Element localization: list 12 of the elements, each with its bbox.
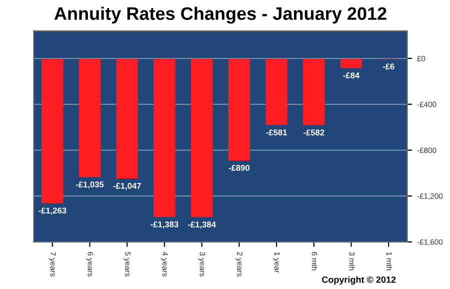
data-label: -£1,384 xyxy=(188,222,216,229)
text: Copyright © 2012 xyxy=(322,276,396,285)
data-label: -£1,047 xyxy=(113,182,141,190)
data-label: -£890 xyxy=(228,164,250,171)
data-label: -£1,263 xyxy=(38,208,66,215)
data-label: -£1,383 xyxy=(150,221,178,229)
data-label: -£1,035 xyxy=(76,182,104,189)
data-label: -£582 xyxy=(304,130,324,136)
data-label: -£581 xyxy=(266,129,287,136)
data-label: -£84 xyxy=(343,72,360,78)
chart-title: Annuity Rates Changes - January 2012 xyxy=(54,6,386,24)
data-label: -£6 xyxy=(382,64,394,70)
